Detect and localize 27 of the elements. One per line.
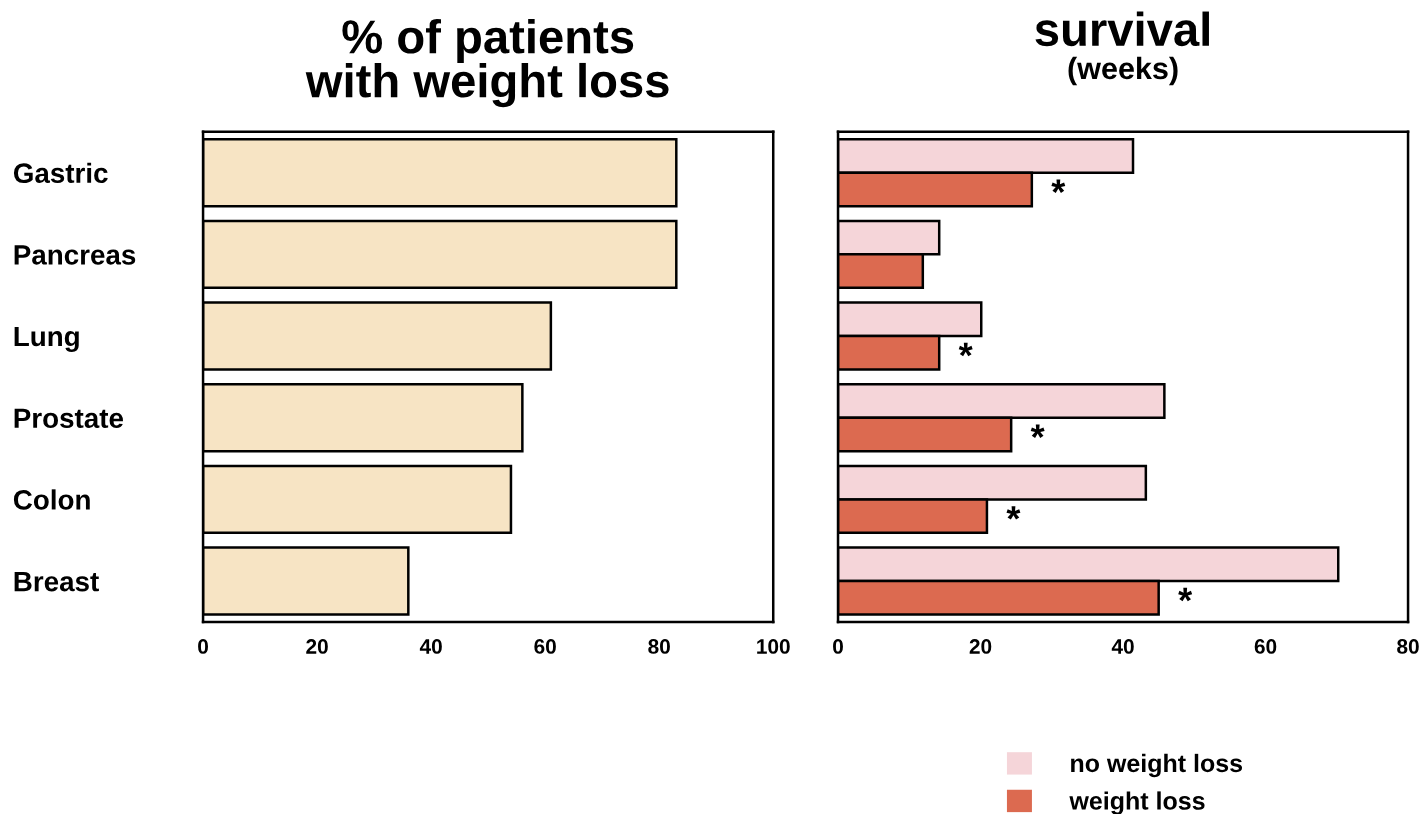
legend-label: weight loss	[1069, 791, 1205, 814]
chart-title: survival	[1035, 11, 1209, 47]
x-tick-label: 60	[1254, 639, 1277, 654]
annotation: *	[1030, 424, 1045, 438]
x-tick-label: 80	[1397, 639, 1419, 654]
x-tick-label: 20	[306, 639, 328, 654]
y-tick-label: Pancreas	[14, 245, 136, 265]
annotation: *	[1178, 587, 1193, 602]
x-tick-label: 80	[648, 639, 670, 654]
y-tick-label: Lung	[14, 326, 79, 352]
x-tick-label: 20	[969, 639, 992, 654]
annotation: *	[1051, 179, 1066, 193]
x-tick-label: 40	[1111, 639, 1134, 654]
x-tick-label: 60	[534, 639, 556, 654]
y-tick-label: Prostate	[14, 408, 123, 429]
annotation: *	[1006, 506, 1021, 520]
x-tick-label: 0	[833, 639, 843, 654]
y-tick-label: Breast	[14, 572, 99, 592]
y-tick-label: Gastric	[13, 162, 108, 184]
annotation: *	[958, 342, 973, 357]
chart-subtitle: (weeks)	[1068, 56, 1178, 86]
x-tick-label: 0	[198, 639, 208, 654]
legend-label: no weight loss	[1071, 753, 1243, 778]
y-tick-label: Colon	[13, 489, 90, 510]
x-tick-label: 100	[757, 639, 790, 654]
chart-title: % of patients with weight loss	[305, 18, 669, 108]
x-tick-label: 40	[419, 639, 442, 654]
